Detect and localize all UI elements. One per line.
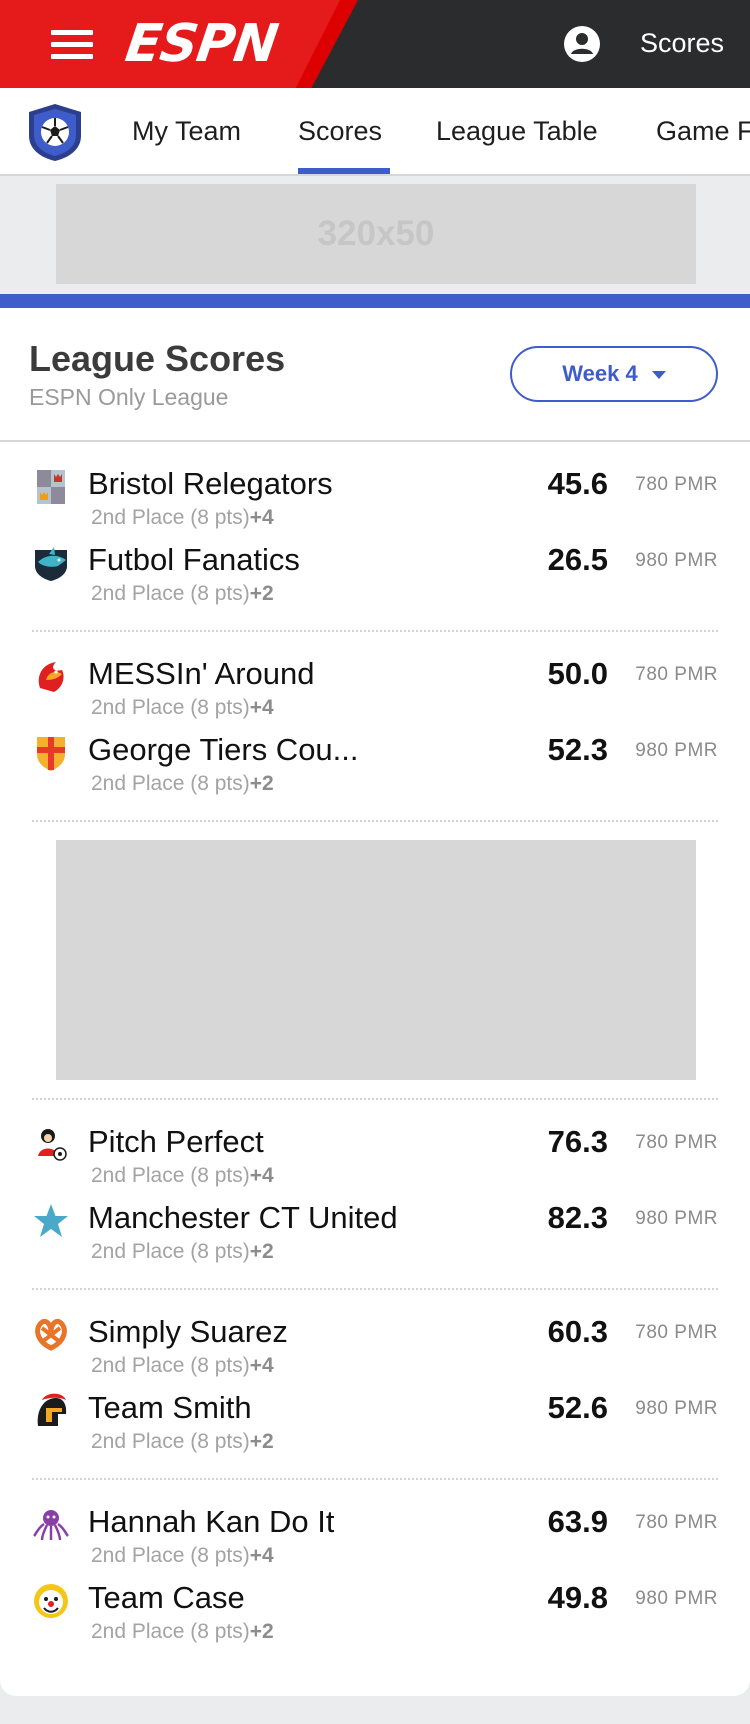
matchup-card[interactable]: Pitch Perfect 2nd Place (8 pts)+4 76.3 7…	[0, 1124, 750, 1314]
team-score: 63.9	[547, 1504, 608, 1539]
team-row[interactable]: Simply Suarez 2nd Place (8 pts)+4 60.3 7…	[0, 1314, 750, 1384]
team-row[interactable]: Futbol Fanatics 2nd Place (8 pts)+2 26.5…	[0, 542, 750, 612]
team-score: 49.8	[547, 1580, 608, 1615]
tab-league-table[interactable]: League Table	[436, 116, 598, 146]
team-pmr: 780 PMR	[635, 1132, 718, 1153]
star-icon	[34, 1204, 68, 1237]
team-score: 52.6	[547, 1390, 608, 1425]
ad-banner-top[interactable]: 320x50	[56, 184, 696, 284]
week-selector-label: Week 4	[562, 361, 638, 386]
team-row[interactable]: Manchester CT United 2nd Place (8 pts)+2…	[0, 1200, 750, 1270]
tab-scores[interactable]: Scores	[298, 116, 383, 146]
team-pmr: 780 PMR	[635, 1322, 718, 1343]
team-row[interactable]: MESSIn' Around 2nd Place (8 pts)+4 50.0 …	[0, 656, 750, 726]
top-bar: ESPN Scores	[0, 0, 750, 88]
team-name[interactable]: George Tiers Cou...	[88, 732, 359, 767]
team-standing: 2nd Place (8 pts)+2	[91, 772, 274, 795]
team-row[interactable]: George Tiers Cou... 2nd Place (8 pts)+2 …	[0, 732, 750, 802]
card-header: League Scores ESPN Only League Week 4	[0, 308, 750, 442]
tab-active-indicator	[298, 168, 390, 174]
team-standing: 2nd Place (8 pts)+4	[91, 1354, 274, 1377]
team-score: 82.3	[547, 1200, 608, 1235]
team-pmr: 780 PMR	[635, 474, 718, 495]
team-score: 26.5	[547, 542, 608, 577]
page-title: League Scores	[29, 338, 286, 379]
league-logo-icon[interactable]	[26, 102, 84, 162]
team-standing: 2nd Place (8 pts)+2	[91, 1240, 274, 1263]
matchup-card[interactable]: Hannah Kan Do It 2nd Place (8 pts)+4 63.…	[0, 1504, 750, 1694]
team-standing: 2nd Place (8 pts)+4	[91, 696, 274, 719]
team-row[interactable]: Team Smith 2nd Place (8 pts)+2 52.6 980 …	[0, 1390, 750, 1460]
team-name[interactable]: Hannah Kan Do It	[88, 1504, 335, 1539]
team-pmr: 780 PMR	[635, 664, 718, 685]
shark-crest-icon	[35, 547, 67, 581]
team-pmr: 980 PMR	[635, 1208, 718, 1229]
castle-crest-icon	[37, 470, 65, 504]
espn-logo[interactable]: ESPN	[121, 14, 281, 74]
tab-my-team[interactable]: My Team	[132, 116, 242, 146]
team-name[interactable]: Team Case	[88, 1580, 245, 1615]
matchup-card[interactable]: MESSIn' Around 2nd Place (8 pts)+4 50.0 …	[0, 656, 750, 846]
team-name[interactable]: Team Smith	[88, 1390, 252, 1425]
clown-face-icon	[34, 1584, 68, 1618]
team-standing: 2nd Place (8 pts)+2	[91, 1620, 274, 1643]
mascot-ball-icon	[38, 1129, 67, 1161]
header-scores-label[interactable]: Scores	[640, 28, 725, 58]
team-row[interactable]: Bristol Relegators 2nd Place (8 pts)+4 4…	[0, 466, 750, 536]
team-pmr: 980 PMR	[635, 550, 718, 571]
week-selector[interactable]: Week 4	[510, 346, 718, 402]
league-name: ESPN Only League	[29, 384, 229, 410]
team-pmr: 780 PMR	[635, 1512, 718, 1533]
rooster-crest-icon	[38, 662, 64, 692]
octopus-icon	[33, 1510, 69, 1541]
ad-banner-mid[interactable]	[56, 840, 696, 1080]
team-name[interactable]: Manchester CT United	[88, 1200, 398, 1235]
team-pmr: 980 PMR	[635, 740, 718, 761]
divider	[32, 1478, 718, 1480]
pretzel-icon	[35, 1318, 67, 1351]
matchup-card[interactable]: Bristol Relegators 2nd Place (8 pts)+4 4…	[0, 466, 750, 656]
team-standing: 2nd Place (8 pts)+2	[91, 582, 274, 605]
menu-icon[interactable]	[51, 28, 93, 60]
team-name[interactable]: Bristol Relegators	[88, 466, 333, 501]
team-standing: 2nd Place (8 pts)+4	[91, 1544, 274, 1567]
account-icon[interactable]	[562, 24, 602, 64]
team-score: 45.6	[547, 466, 608, 501]
team-row[interactable]: Hannah Kan Do It 2nd Place (8 pts)+4 63.…	[0, 1504, 750, 1574]
divider	[32, 630, 718, 632]
team-score: 76.3	[547, 1124, 608, 1159]
team-standing: 2nd Place (8 pts)+2	[91, 1430, 274, 1453]
team-standing: 2nd Place (8 pts)+4	[91, 1164, 274, 1187]
team-standing: 2nd Place (8 pts)+4	[91, 506, 274, 529]
team-name[interactable]: Simply Suarez	[88, 1314, 288, 1349]
team-score: 50.0	[547, 656, 608, 691]
team-row[interactable]: Team Case 2nd Place (8 pts)+2 49.8 980 P…	[0, 1580, 750, 1650]
matchup-card[interactable]: Simply Suarez 2nd Place (8 pts)+4 60.3 7…	[0, 1314, 750, 1504]
team-name[interactable]: Futbol Fanatics	[88, 542, 300, 577]
team-name[interactable]: MESSIn' Around	[88, 656, 315, 691]
accent-stripe	[0, 294, 750, 308]
chevron-down-icon	[651, 371, 666, 380]
league-scores-card: League Scores ESPN Only League Week 4 Br…	[0, 308, 750, 1696]
team-row[interactable]: Pitch Perfect 2nd Place (8 pts)+4 76.3 7…	[0, 1124, 750, 1194]
team-pmr: 980 PMR	[635, 1588, 718, 1609]
divider	[32, 820, 718, 822]
team-pmr: 980 PMR	[635, 1398, 718, 1419]
divider	[32, 1288, 718, 1290]
team-score: 52.3	[547, 732, 608, 767]
team-name[interactable]: Pitch Perfect	[88, 1124, 264, 1159]
spartan-helmet-icon	[37, 1393, 67, 1426]
divider	[32, 1098, 718, 1100]
cross-shield-icon	[37, 737, 65, 771]
team-score: 60.3	[547, 1314, 608, 1349]
league-nav: My Team Scores League Table Game F	[0, 88, 750, 176]
tab-game-f[interactable]: Game F	[656, 116, 750, 146]
